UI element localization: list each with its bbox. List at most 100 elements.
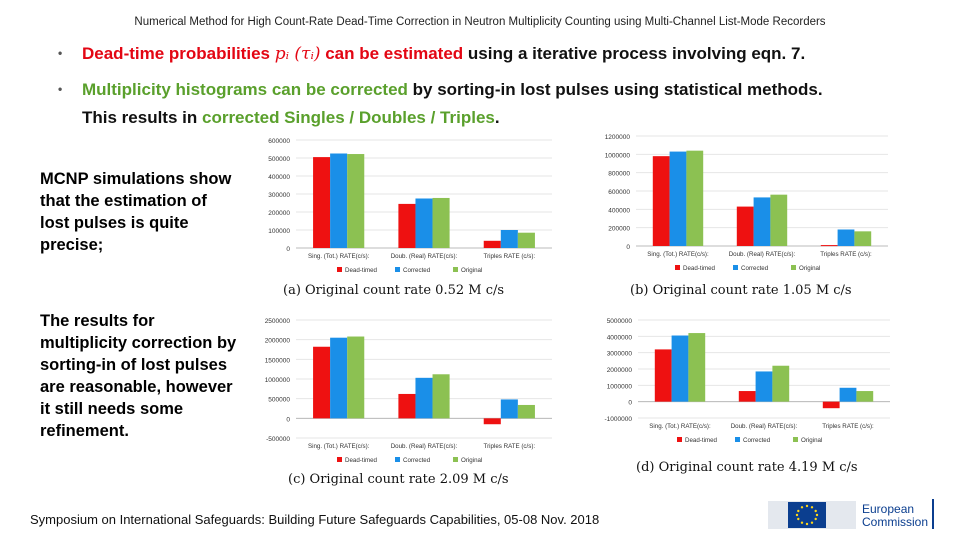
- legend-label: Dead-timed: [345, 457, 378, 464]
- legend-swatch: [337, 267, 342, 272]
- y-tick-label: 2500000: [265, 318, 291, 325]
- bar-dead-timed: [822, 401, 840, 409]
- legend-label: Original: [461, 267, 482, 274]
- legend-swatch: [453, 457, 458, 462]
- legend-swatch: [733, 265, 738, 270]
- y-tick-label: 1200000: [605, 134, 631, 141]
- results-part2: corrected Singles / Doubles / Triples: [201, 108, 495, 127]
- y-tick-label: 0: [628, 400, 632, 407]
- y-tick-label: 300000: [268, 192, 290, 199]
- chart-c: -500000 0 500000 1000000 1500000 2000000 25000…: [265, 318, 552, 464]
- bar-corrected: [839, 387, 857, 402]
- bar-dead-timed: [820, 245, 838, 247]
- bar-corrected: [669, 151, 687, 246]
- bullet1-part1: Dead-time probabilities: [82, 44, 275, 63]
- chart-a: 0 100000 200000 300000 400000 500000 600000 Sin…: [268, 138, 552, 274]
- category-label: Doub. (Real) RATE(c/s):: [391, 443, 458, 450]
- bar-original: [347, 154, 365, 248]
- bar-dead-timed: [738, 391, 756, 402]
- bar-dead-timed: [313, 157, 331, 248]
- legend-swatch: [395, 267, 400, 272]
- y-tick-label: 500000: [268, 156, 290, 163]
- bar-dead-timed: [483, 418, 501, 425]
- side-text-results: The results for multiplicity correction …: [40, 312, 237, 440]
- bar-original: [770, 194, 788, 246]
- legend-label: Corrected: [743, 437, 771, 444]
- side-text-mcnp: MCNP simulations show that the estimatio…: [40, 170, 232, 254]
- category-label: Doub. (Real) RATE(c/s):: [391, 253, 458, 260]
- bar-dead-timed: [483, 240, 501, 248]
- y-tick-label: 5000000: [607, 318, 633, 325]
- bar-original: [686, 150, 704, 246]
- legend-swatch: [337, 457, 342, 462]
- results-part3: .: [494, 108, 500, 127]
- bar-original: [432, 374, 450, 419]
- category-label: Doub. (Real) RATE(c/s):: [729, 251, 796, 258]
- y-tick-label: 1000000: [607, 383, 633, 390]
- bar-dead-timed: [652, 156, 670, 246]
- bar-corrected: [500, 230, 518, 248]
- caption-a: (a) Original count rate 0.52 M c/s: [283, 283, 505, 298]
- logo-line1: European: [862, 502, 915, 516]
- bullet1-part3: using a iterative process involving eqn.…: [463, 44, 806, 63]
- y-tick-label: 200000: [268, 210, 290, 217]
- legend-label: Original: [461, 457, 482, 464]
- legend-label: Dead-timed: [683, 265, 716, 272]
- caption-d: (d) Original count rate 4.19 M c/s: [636, 460, 858, 475]
- y-tick-label: 2000000: [265, 338, 291, 345]
- y-tick-label: 3000000: [607, 351, 633, 358]
- bullet-symbol: •: [58, 82, 63, 96]
- bar-corrected: [330, 153, 348, 248]
- y-tick-label: 400000: [268, 174, 290, 181]
- bar-dead-timed: [398, 393, 416, 419]
- y-tick-label: 4000000: [607, 334, 633, 341]
- legend-swatch: [793, 437, 798, 442]
- legend-swatch: [675, 265, 680, 270]
- bar-original: [856, 391, 874, 402]
- legend-swatch: [735, 437, 740, 442]
- y-tick-label: 500000: [268, 397, 290, 404]
- legend-label: Original: [799, 265, 820, 272]
- y-tick-label: 1000000: [265, 377, 291, 384]
- category-label: Triples RATE (c/s):: [820, 251, 872, 258]
- y-tick-label: 0: [286, 246, 290, 253]
- bar-corrected: [755, 371, 773, 402]
- y-tick-label: 0: [626, 244, 630, 251]
- bar-original: [517, 232, 535, 248]
- y-tick-label: 2000000: [607, 367, 633, 374]
- category-label: Triples RATE (c/s):: [484, 253, 536, 260]
- legend-label: Original: [801, 437, 822, 444]
- category-label: Triples RATE (c/s):: [484, 443, 536, 450]
- bar-dead-timed: [654, 349, 672, 402]
- y-tick-label: 800000: [608, 171, 630, 178]
- bar-original: [854, 231, 872, 246]
- bullet-symbol: •: [58, 46, 63, 60]
- category-label: Sing. (Tot.) RATE(c/s):: [308, 443, 370, 450]
- bar-corrected: [330, 337, 348, 419]
- bar-original: [517, 404, 535, 419]
- y-tick-label: 100000: [268, 228, 290, 235]
- bar-dead-timed: [736, 206, 754, 246]
- bullet1-math: pᵢ (τᵢ): [274, 44, 321, 64]
- slide-header-title: Numerical Method for High Count-Rate Dea…: [134, 16, 826, 28]
- eu-flag-icon: [768, 499, 934, 529]
- results-line: This results in corrected Singles / Doub…: [82, 108, 500, 128]
- legend-swatch: [453, 267, 458, 272]
- chart-d: -1000000 0 1000000 2000000 3000000 4000000 500…: [605, 318, 890, 444]
- y-tick-label: 1000000: [605, 152, 631, 159]
- legend-label: Corrected: [403, 457, 431, 464]
- category-label: Sing. (Tot.) RATE(c/s):: [308, 253, 370, 260]
- european-commission-logo: European Commission: [768, 497, 936, 531]
- legend-swatch: [395, 457, 400, 462]
- y-tick-label: 200000: [608, 226, 630, 233]
- footer-symposium: Symposium on International Safeguards: B…: [30, 512, 600, 527]
- bar-corrected: [415, 198, 433, 248]
- bar-corrected: [671, 335, 689, 402]
- bullet2-part1: Multiplicity histograms can be corrected: [82, 80, 408, 99]
- legend-swatch: [791, 265, 796, 270]
- legend-label: Corrected: [403, 267, 431, 274]
- y-tick-label: 1500000: [265, 357, 291, 364]
- bar-corrected: [753, 197, 771, 246]
- bar-original: [688, 333, 706, 402]
- bullet1-part2: can be estimated: [320, 44, 464, 63]
